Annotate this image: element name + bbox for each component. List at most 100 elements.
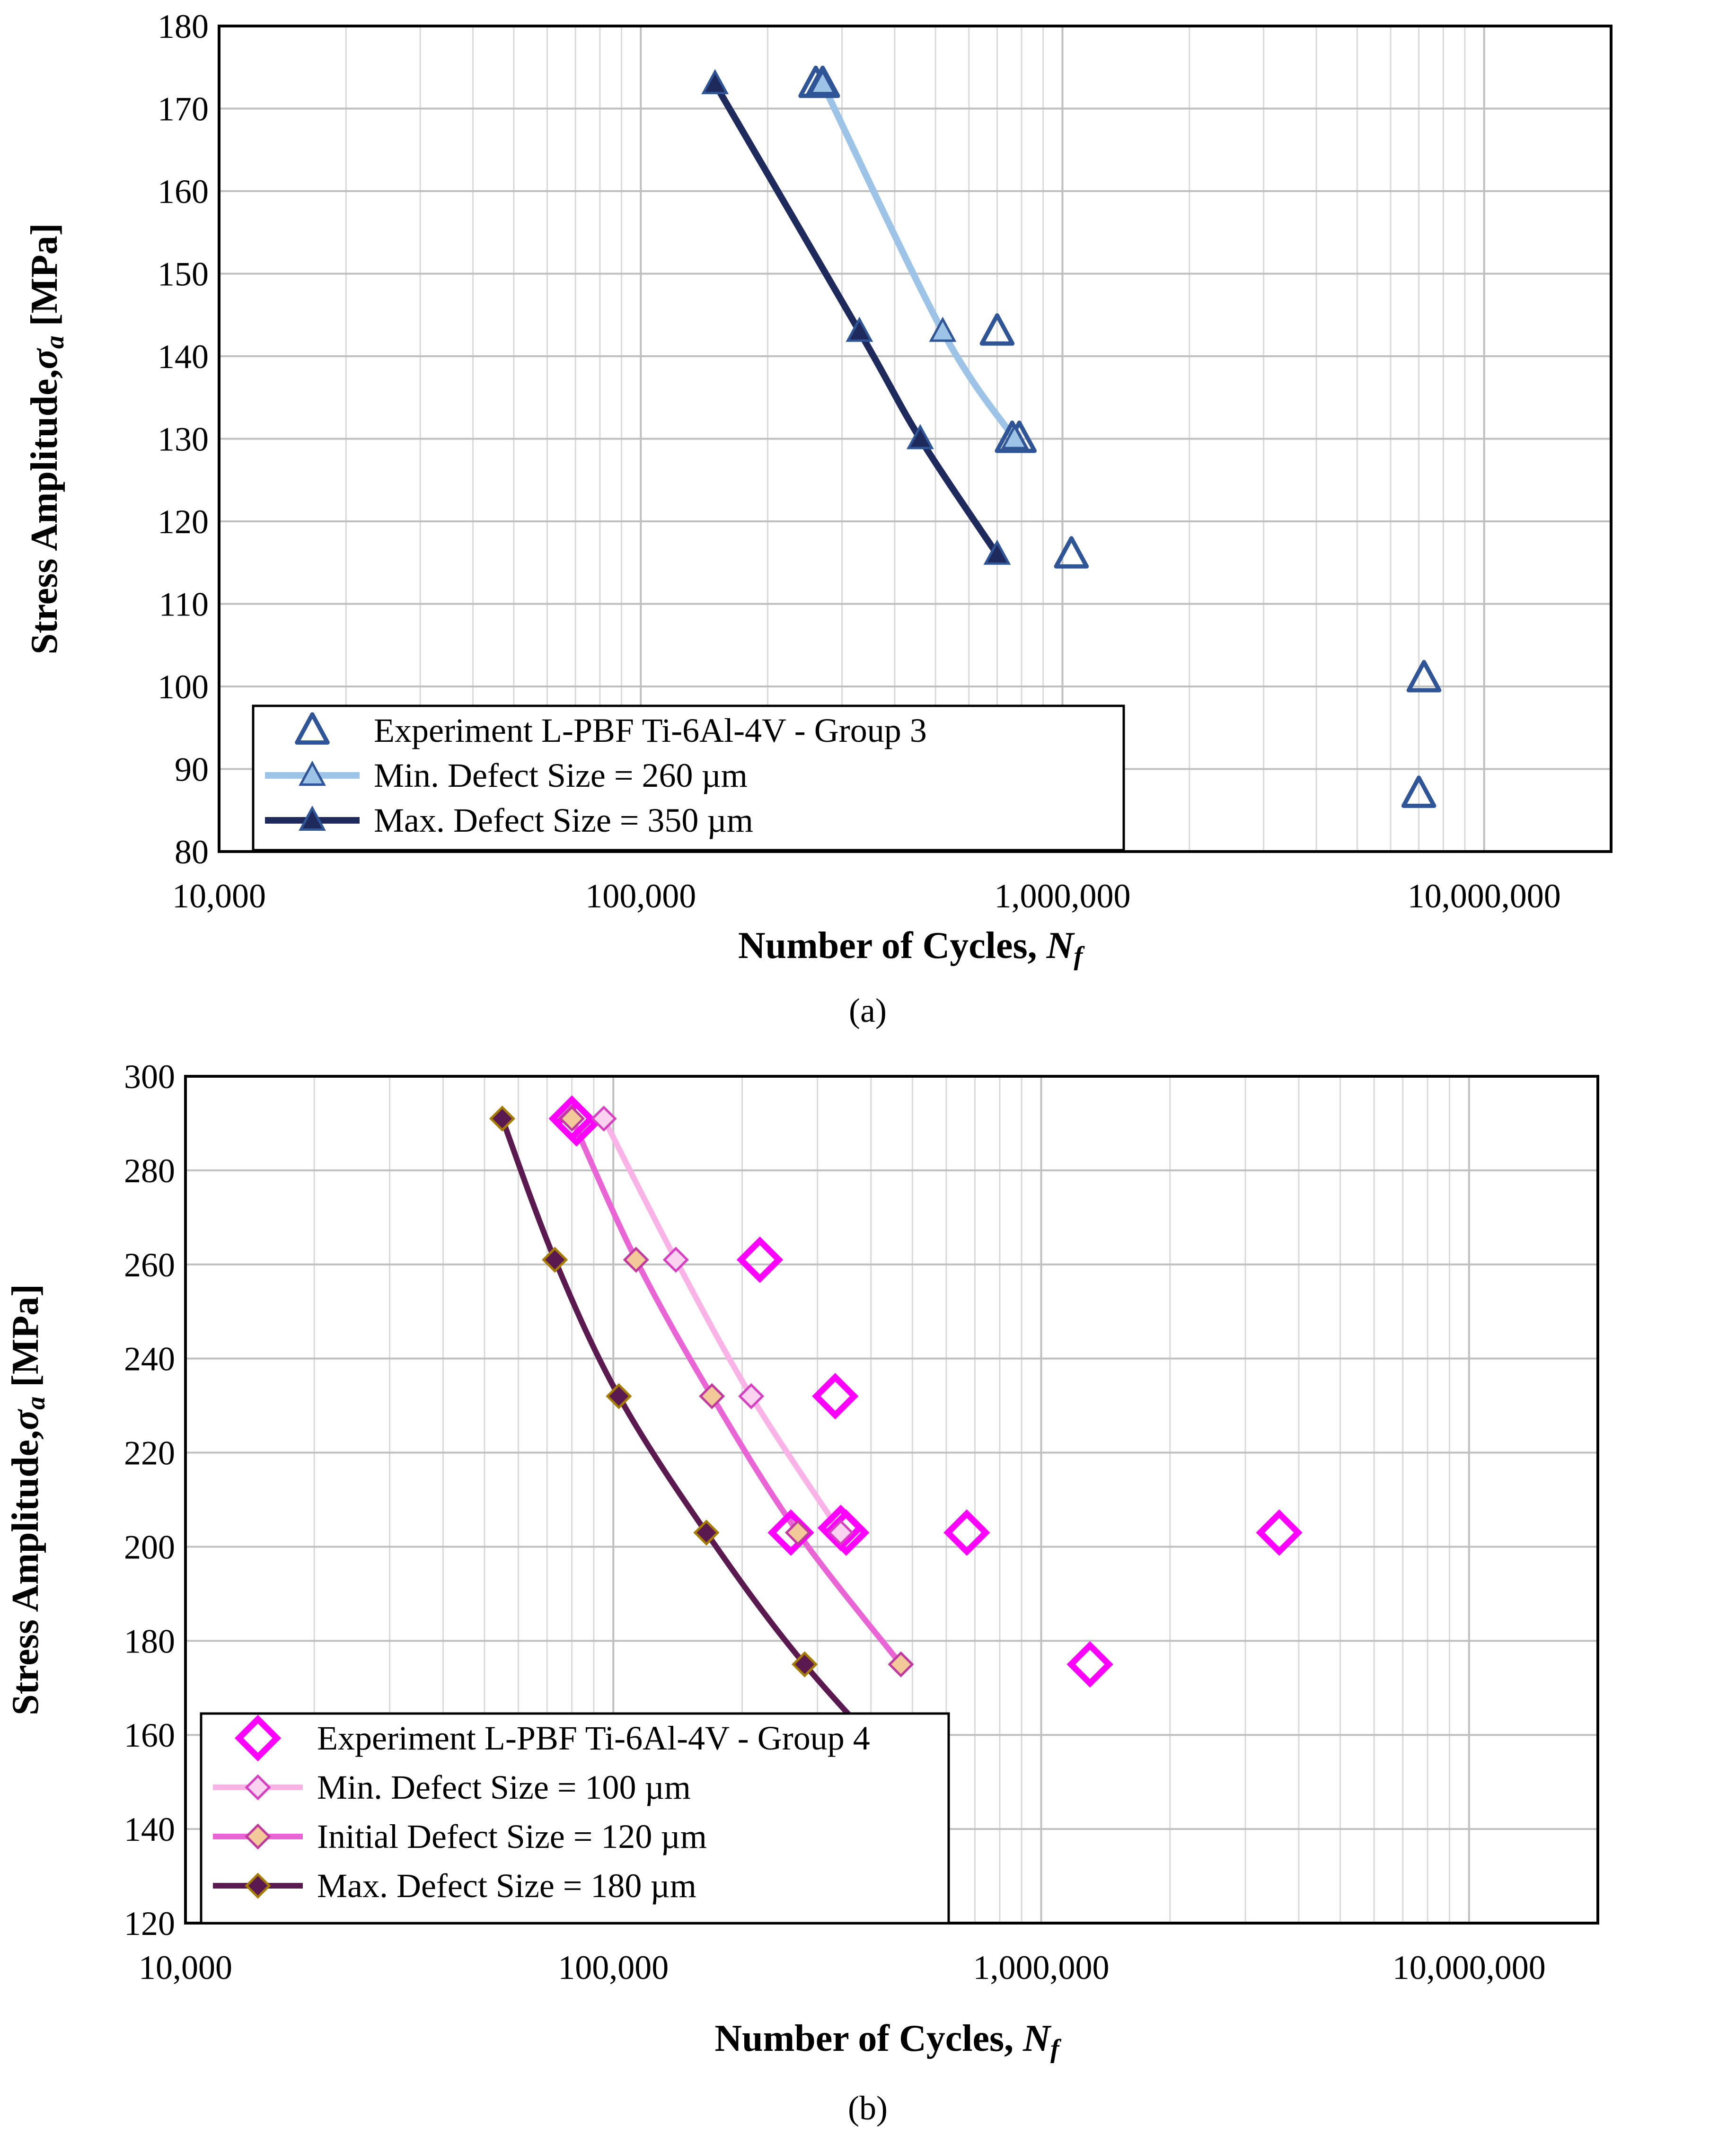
legend-marker-swatch — [295, 712, 330, 745]
y-tick-label: 120 — [124, 1905, 175, 1943]
y-tick-label: 180 — [124, 1622, 175, 1660]
data-point — [699, 1383, 725, 1409]
legend-item: Experiment L-PBF Ti-6Al-4V - Group 4 — [234, 1714, 870, 1762]
data-point — [792, 1651, 818, 1678]
series-lines-a — [712, 80, 1018, 558]
data-point — [738, 1383, 765, 1409]
y-tick-label: 180 — [158, 8, 209, 45]
data-point — [542, 1247, 568, 1273]
x-tick-label: 100,000 — [585, 877, 696, 915]
svg-text:Experiment L-PBF Ti-6Al-4V - G: Experiment L-PBF Ti-6Al-4V - Group 4 — [317, 1719, 870, 1757]
data-point — [701, 69, 729, 95]
legend-marker-swatch — [245, 1774, 271, 1801]
y-tick-label: 150 — [158, 255, 209, 293]
y-axis-title-b: Stress Amplitude,σa [MPa] — [5, 1284, 51, 1715]
y-tick-label: 100 — [158, 668, 209, 706]
data-point — [929, 316, 957, 342]
svg-text:Min. Defect Size = 260 µm: Min. Defect Size = 260 µm — [374, 756, 748, 794]
svg-text:Min. Defect Size = 100 µm: Min. Defect Size = 100 µm — [317, 1768, 691, 1806]
y-tick-label: 260 — [124, 1246, 175, 1284]
data-point — [907, 424, 934, 449]
data-point — [943, 1509, 990, 1556]
y-tick-labels-a: 80 90 100 110 120 130 140 150 160 170 180 — [158, 8, 209, 871]
x-tick-label: 1,000,000 — [994, 877, 1130, 915]
data-point — [1066, 1641, 1113, 1688]
data-point — [846, 316, 873, 342]
data-point — [559, 1105, 585, 1132]
panel-label-b: (b) — [848, 2089, 888, 2127]
y-tick-label: 130 — [158, 421, 209, 458]
data-point — [1054, 536, 1089, 569]
svg-text:Max. Defect Size = 180 µm: Max. Defect Size = 180 µm — [317, 1867, 696, 1905]
legend-b: Experiment L-PBF Ti-6Al-4V - Group 4 Min… — [200, 1712, 950, 1925]
series-line — [819, 80, 1018, 442]
x-axis-title-a: Number of Cycles, Nf — [738, 925, 1085, 971]
svg-text:Max. Defect Size = 350 µm: Max. Defect Size = 350 µm — [374, 801, 753, 839]
y-tick-label: 140 — [158, 338, 209, 376]
data-point — [828, 1520, 854, 1546]
data-point — [823, 1509, 870, 1556]
plot-frame-a — [218, 25, 1613, 853]
x-tick-label: 10,000,000 — [1408, 877, 1561, 915]
legend-a: Experiment L-PBF Ti-6Al-4V - Group 3 Min… — [252, 704, 1125, 852]
legend-marker-swatch — [234, 1714, 282, 1762]
data-point — [983, 539, 1011, 565]
data-point — [1406, 660, 1442, 693]
data-point — [805, 65, 840, 98]
data-point — [979, 313, 1015, 346]
x-tick-label: 10,000 — [139, 1949, 232, 1987]
x-tick-labels-b: 10,000 100,000 1,000,000 10,000,000 — [139, 1949, 1546, 1987]
y-tick-label: 80 — [175, 833, 209, 871]
y-tick-label: 220 — [124, 1434, 175, 1472]
svg-text:Experiment L-PBF Ti-6Al-4V - G: Experiment L-PBF Ti-6Al-4V - Group 3 — [374, 712, 927, 749]
data-point — [809, 69, 837, 95]
y-tick-label: 170 — [158, 90, 209, 128]
legend-item: Min. Defect Size = 100 µm — [213, 1768, 691, 1806]
data-point — [489, 1105, 516, 1132]
y-tick-label: 90 — [175, 751, 209, 789]
legend-item: Experiment L-PBF Ti-6Al-4V - Group 3 — [295, 712, 927, 749]
chart-panel-b: 120 140 160 180 200 220 240 260 280 300 10,000 100… — [5, 1058, 1599, 2127]
panel-label-a: (a) — [849, 992, 887, 1029]
legend-marker-swatch — [299, 805, 326, 831]
data-point — [606, 1383, 632, 1409]
y-tick-label: 160 — [124, 1716, 175, 1754]
data-point — [662, 1247, 689, 1273]
series-line — [712, 80, 1001, 558]
x-tick-label: 1,000,000 — [973, 1949, 1110, 1987]
y-tick-label: 120 — [158, 503, 209, 541]
x-tick-label: 10,000 — [172, 877, 266, 915]
y-tick-label: 240 — [124, 1340, 175, 1378]
y-axis-title-a: Stress Amplitude,σa [MPa] — [24, 223, 70, 655]
x-tick-label: 10,000,000 — [1392, 1949, 1546, 1987]
y-tick-label: 300 — [124, 1058, 175, 1096]
legend-item: Initial Defect Size = 120 µm — [213, 1818, 707, 1855]
series-line — [499, 1116, 936, 1809]
series-markers-a — [701, 65, 1442, 808]
data-point — [1001, 424, 1029, 449]
series-line — [601, 1116, 844, 1536]
y-tick-label: 280 — [124, 1152, 175, 1190]
y-tick-label: 200 — [124, 1528, 175, 1566]
legend-marker-swatch — [299, 760, 326, 786]
data-point — [811, 1373, 859, 1420]
y-tick-label: 160 — [158, 173, 209, 211]
y-tick-labels-b: 120 140 160 180 200 220 240 260 280 300 — [124, 1058, 175, 1943]
legend-item: Min. Defect Size = 260 µm — [265, 756, 748, 794]
data-point — [784, 1520, 811, 1546]
legend-marker-swatch — [245, 1823, 271, 1850]
x-tick-label: 100,000 — [558, 1949, 669, 1987]
data-point — [1401, 775, 1436, 808]
y-tick-label: 110 — [159, 586, 209, 624]
svg-text:Initial Defect Size = 120 µm: Initial Defect Size = 120 µm — [317, 1818, 707, 1855]
x-axis-title-b: Number of Cycles, Nf — [714, 2018, 1062, 2064]
x-tick-labels-a: 10,000 100,000 1,000,000 10,000,000 — [172, 877, 1561, 915]
legend-marker-swatch — [245, 1872, 271, 1899]
legend-item: Max. Defect Size = 350 µm — [265, 801, 753, 839]
data-point — [888, 1651, 914, 1678]
data-point — [693, 1520, 720, 1546]
data-point — [623, 1247, 649, 1273]
data-point — [590, 1105, 617, 1132]
